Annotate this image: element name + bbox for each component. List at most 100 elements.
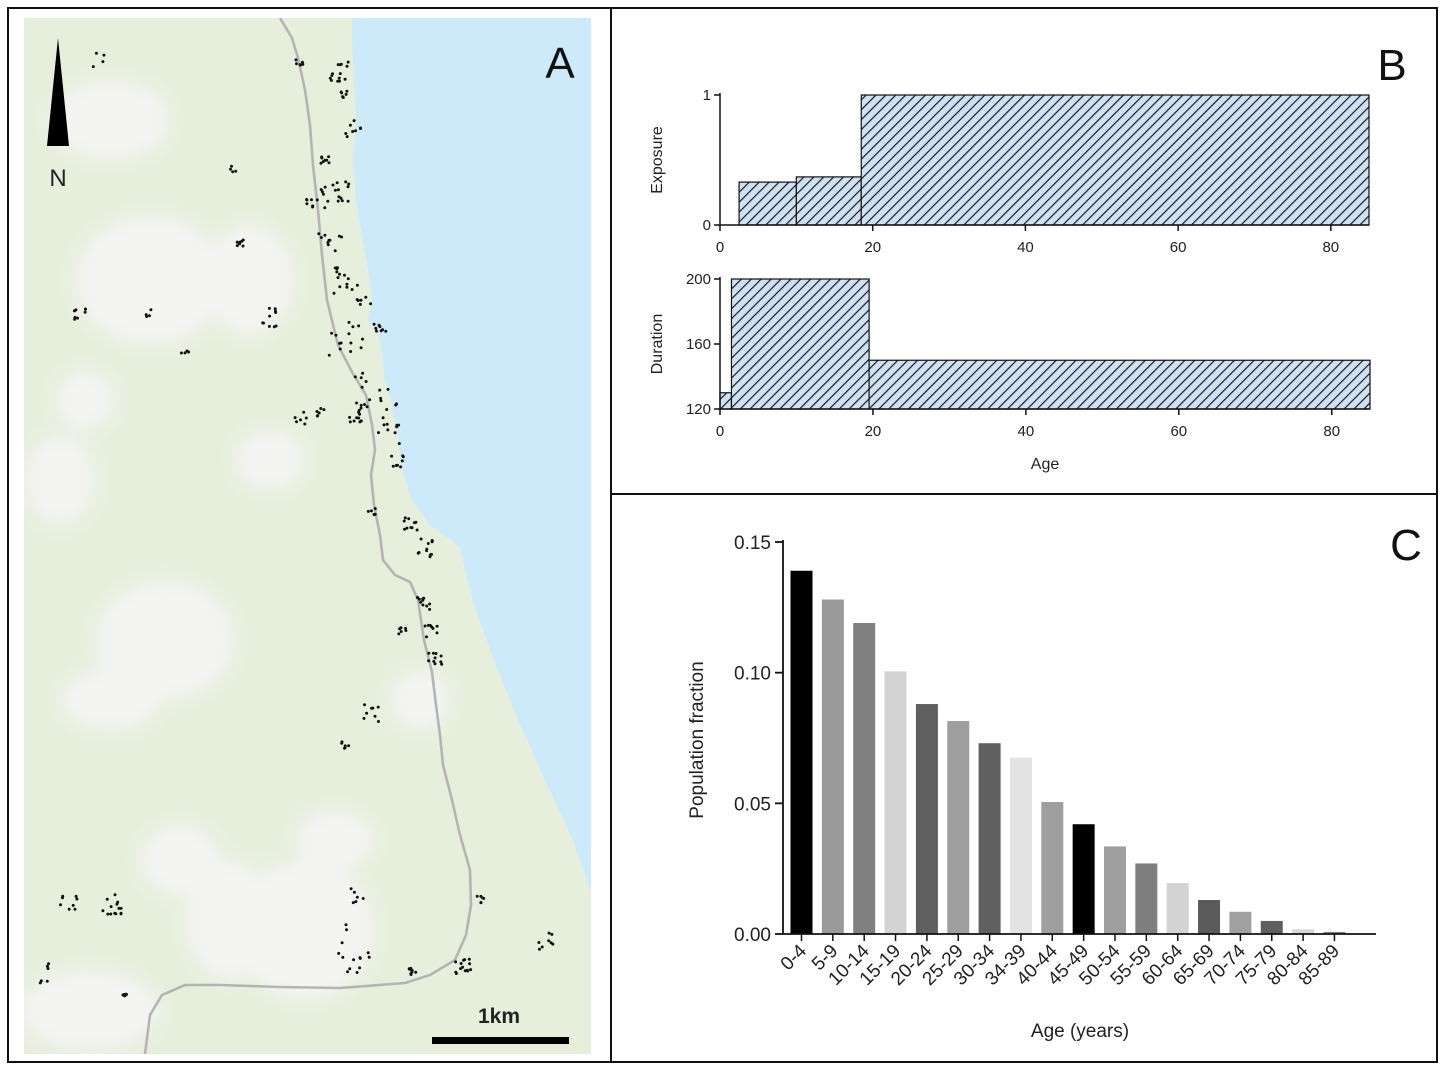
household-dot bbox=[109, 912, 113, 916]
household-dot bbox=[345, 89, 349, 93]
household-dot bbox=[346, 970, 349, 974]
household-dot bbox=[428, 602, 432, 606]
bar bbox=[1041, 802, 1064, 934]
household-dot bbox=[352, 958, 356, 962]
household-dot bbox=[430, 552, 433, 556]
household-dot bbox=[386, 387, 390, 391]
household-dot bbox=[368, 398, 372, 402]
household-dot bbox=[71, 903, 75, 907]
household-dot bbox=[113, 911, 117, 915]
duration-step bbox=[868, 359, 1371, 410]
duration-step bbox=[730, 278, 870, 410]
household-dot bbox=[547, 939, 551, 943]
y-tick-label: 0.15 bbox=[734, 533, 771, 554]
household-dot bbox=[547, 931, 551, 935]
household-dot bbox=[330, 331, 334, 335]
household-dot bbox=[459, 962, 463, 965]
household-dot bbox=[115, 902, 119, 906]
household-dot bbox=[67, 907, 71, 911]
duration-x-label: Age bbox=[1031, 456, 1060, 473]
household-dot bbox=[393, 431, 397, 435]
household-dot bbox=[369, 302, 373, 306]
household-dot bbox=[304, 416, 308, 420]
household-dot bbox=[403, 527, 406, 531]
bar bbox=[1104, 846, 1126, 934]
household-dot bbox=[397, 632, 401, 636]
household-dot bbox=[419, 600, 423, 604]
exposure-step bbox=[860, 94, 1370, 226]
household-dot bbox=[235, 244, 239, 248]
household-dot bbox=[357, 408, 361, 412]
household-dot bbox=[317, 411, 321, 415]
household-dot bbox=[321, 160, 325, 164]
household-dot bbox=[414, 520, 418, 524]
household-dot bbox=[179, 351, 183, 355]
household-dot bbox=[336, 199, 340, 203]
household-dot bbox=[391, 464, 395, 468]
household-dot bbox=[417, 597, 421, 601]
household-dot bbox=[335, 266, 339, 270]
household-dot bbox=[267, 324, 271, 328]
bar bbox=[915, 704, 938, 934]
household-dot bbox=[379, 396, 383, 400]
household-dot bbox=[340, 235, 344, 239]
household-dot bbox=[231, 170, 235, 174]
household-dot bbox=[331, 183, 335, 187]
household-dot bbox=[326, 199, 330, 203]
household-dot bbox=[144, 313, 148, 317]
household-dot bbox=[430, 625, 434, 629]
household-dot bbox=[348, 415, 352, 419]
household-dot bbox=[344, 923, 348, 927]
map-clearings bbox=[24, 80, 498, 1050]
exposure-y-tick-label: 0 bbox=[703, 217, 711, 234]
household-dot bbox=[351, 901, 355, 905]
household-dot bbox=[337, 234, 341, 238]
household-dot bbox=[74, 894, 78, 898]
household-dot bbox=[295, 62, 298, 66]
household-dot bbox=[344, 180, 348, 184]
household-dot bbox=[421, 598, 425, 602]
household-dot bbox=[330, 74, 334, 77]
household-dot bbox=[341, 955, 345, 959]
household-dot bbox=[349, 341, 353, 345]
household-dot bbox=[344, 92, 348, 96]
bar bbox=[884, 671, 907, 934]
household-dot bbox=[315, 198, 319, 202]
y-tick-label: 0.05 bbox=[734, 794, 771, 815]
household-dot bbox=[121, 993, 125, 997]
household-dot bbox=[372, 513, 376, 516]
household-dot bbox=[327, 161, 331, 165]
household-dot bbox=[382, 423, 386, 427]
household-dot bbox=[351, 325, 355, 329]
household-dot bbox=[400, 459, 404, 463]
household-dot bbox=[46, 967, 50, 970]
exposure-step bbox=[738, 181, 797, 226]
household-dot bbox=[385, 422, 389, 426]
household-dot bbox=[326, 243, 330, 247]
household-dot bbox=[343, 273, 346, 277]
household-dot bbox=[149, 308, 153, 312]
household-dot bbox=[479, 901, 483, 905]
household-dot bbox=[346, 60, 350, 64]
population-chart: 0-45-910-1415-1920-2425-2930-3434-3940-4… bbox=[687, 533, 1376, 1042]
household-dot bbox=[102, 53, 106, 57]
household-dot bbox=[355, 971, 359, 974]
household-dot bbox=[147, 314, 151, 318]
household-dot bbox=[345, 928, 348, 932]
household-dot bbox=[334, 333, 338, 337]
household-dot bbox=[352, 890, 356, 894]
household-dot bbox=[332, 291, 336, 295]
household-dot bbox=[397, 442, 401, 445]
bar bbox=[1260, 920, 1283, 934]
household-dot bbox=[346, 199, 350, 203]
exposure-y-label: Exposure bbox=[649, 126, 666, 194]
household-dot bbox=[481, 896, 485, 900]
household-dot bbox=[425, 549, 429, 553]
household-dot bbox=[404, 626, 407, 630]
household-dot bbox=[379, 329, 383, 333]
household-dot bbox=[355, 283, 359, 287]
bar bbox=[1166, 883, 1189, 934]
household-dot bbox=[319, 407, 323, 410]
household-dot bbox=[83, 310, 87, 314]
